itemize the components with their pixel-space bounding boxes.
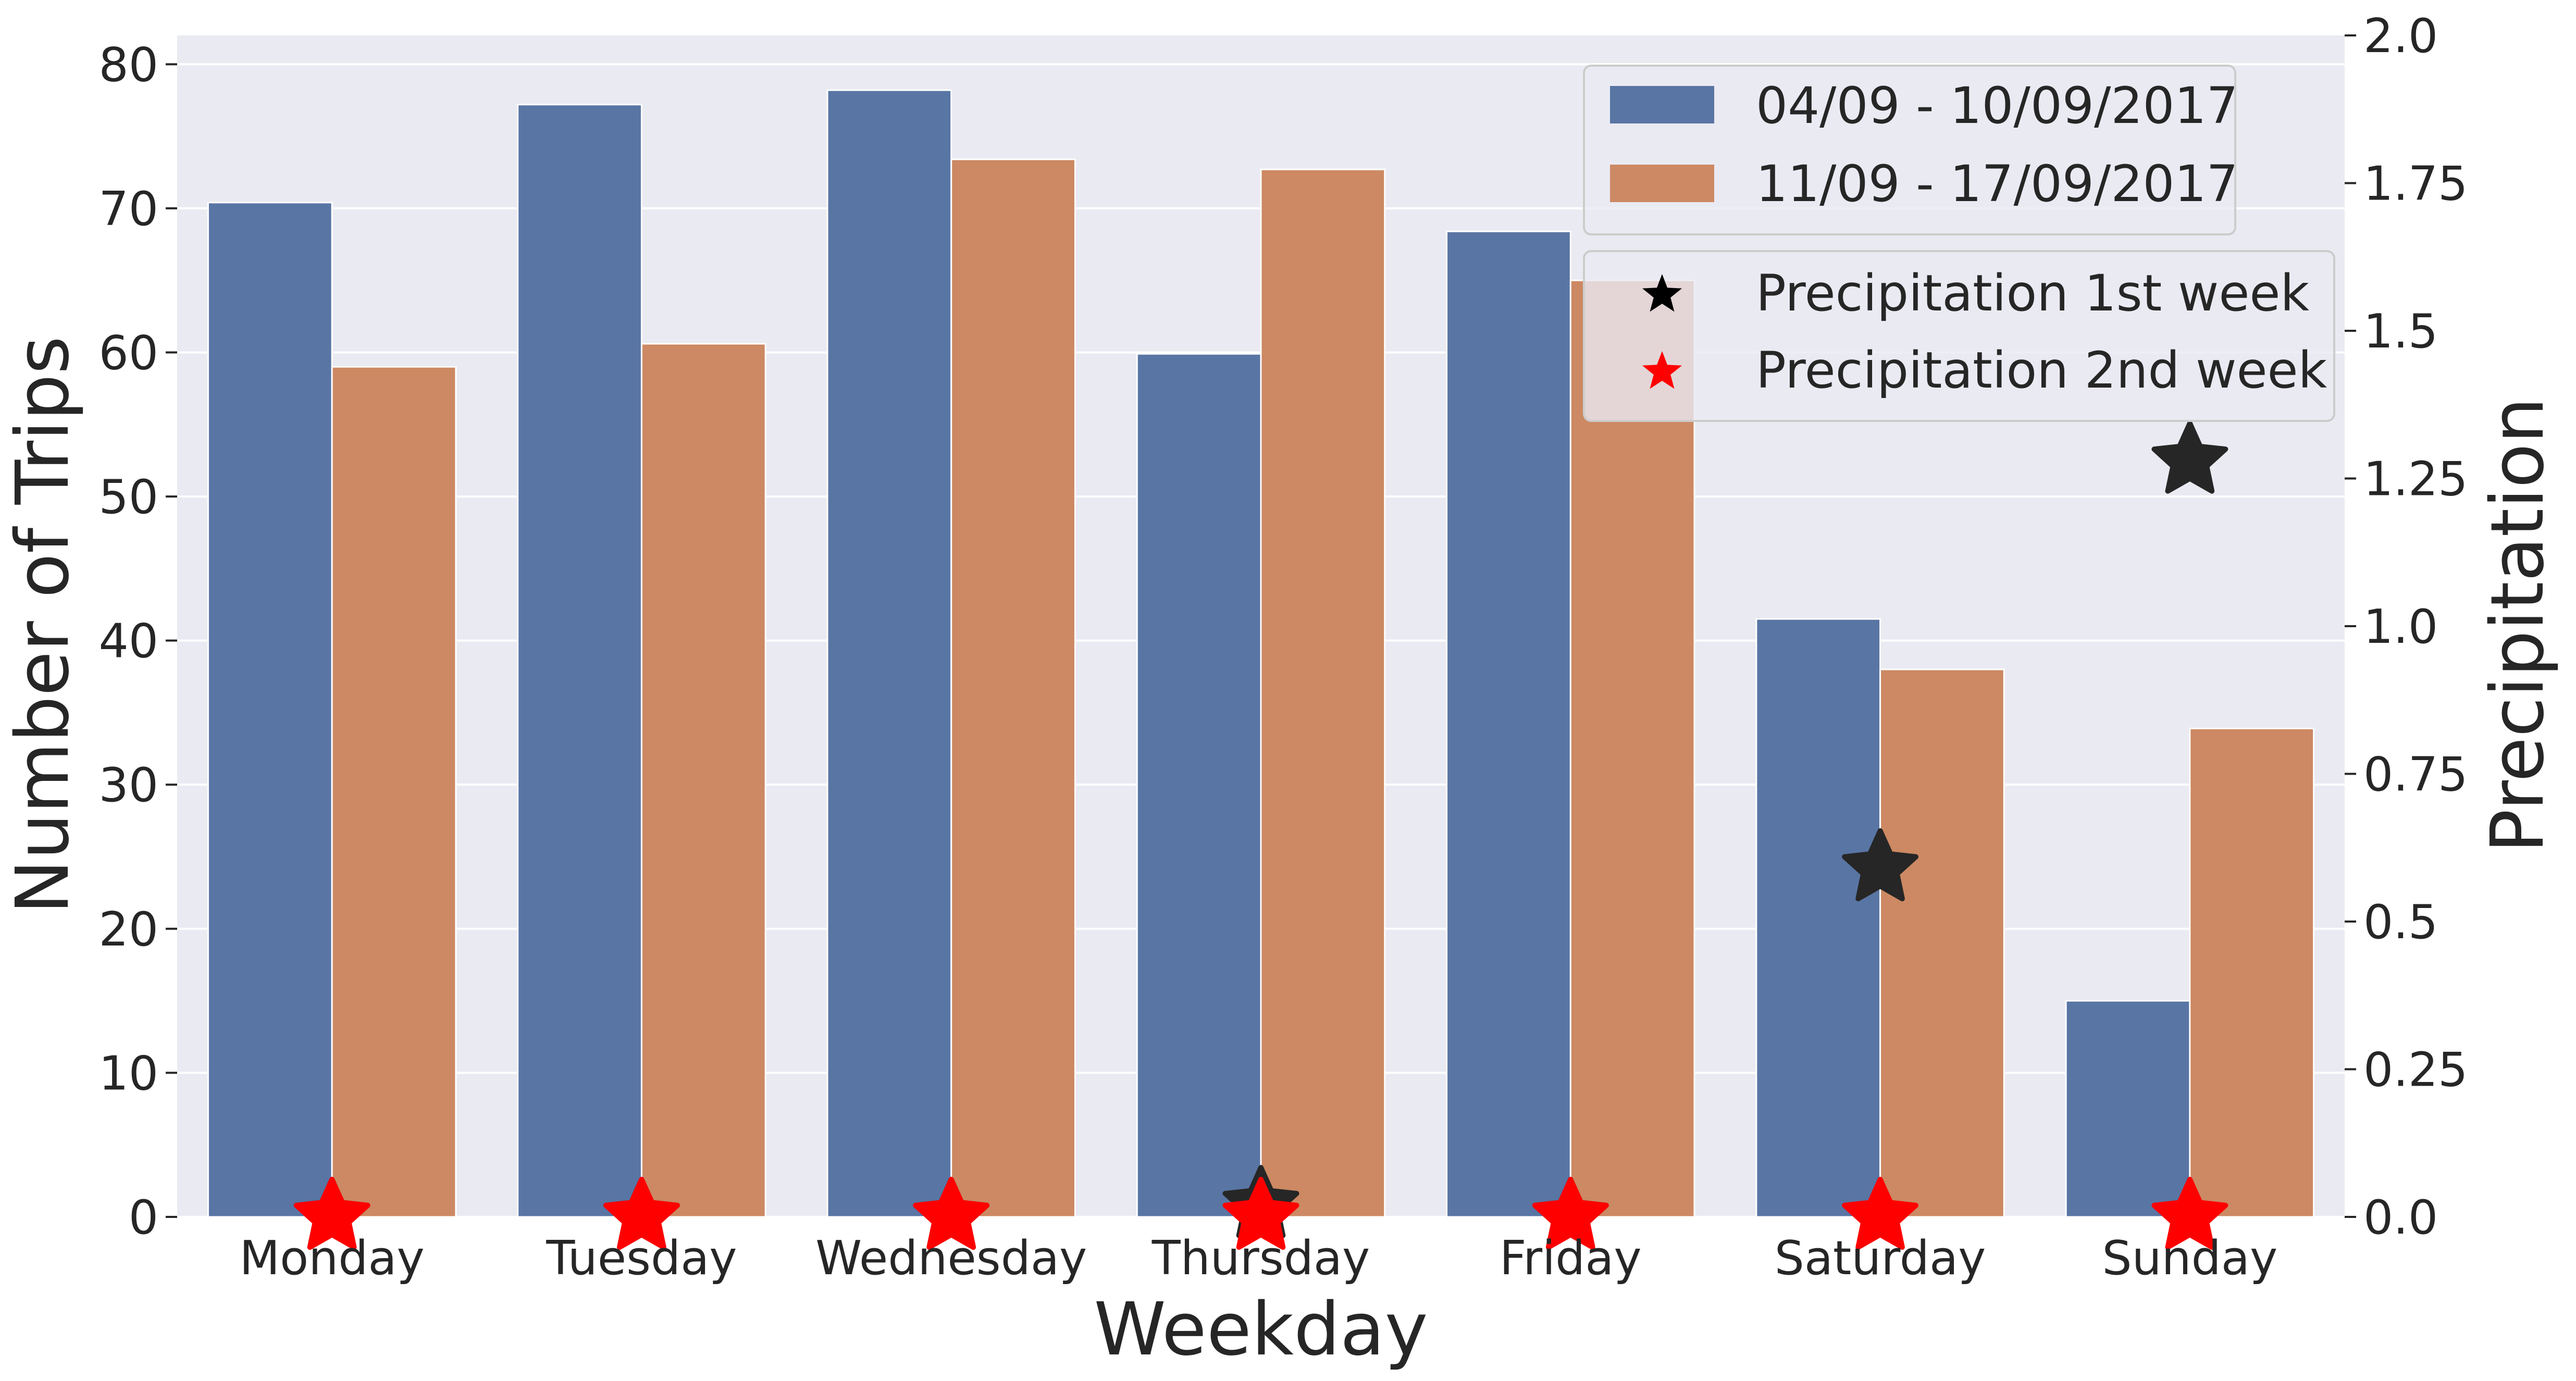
x-tick-label: Sunday [2102,1231,2277,1286]
y-tick-label: 30 [98,758,158,813]
y2-tick-label: 1.0 [2363,600,2438,654]
x-tick-label: Tuesday [546,1231,737,1286]
y-axis-title: Number of Trips [1,336,85,914]
legend-star-icon-week1 [1642,274,1682,312]
legend-star-icon-week2 [1642,351,1682,389]
precip-star-marker [1842,828,1918,902]
bar [1755,618,1881,1218]
precip-star-marker [1842,1177,1918,1250]
bar [1446,230,1571,1218]
bar [517,104,642,1218]
legend-label-week1: 04/09 - 10/09/2017 [1756,77,2238,135]
x-axis: Monday Tuesday Wednesday Thursday Friday Satu… [239,1231,2277,1286]
y-tick-label: 40 [98,614,158,669]
bar [207,202,333,1218]
legend-label-week2: 11/09 - 17/09/2017 [1756,155,2238,213]
bar [1136,353,1262,1218]
y2-tick-label: 1.25 [2363,452,2468,507]
legend-label-precip1: Precipitation 1st week [1756,264,2309,322]
x-tick-label: Saturday [1775,1231,1986,1286]
x-tick-label: Thursday [1151,1231,1370,1286]
bars [207,89,2315,1218]
y2-axis-title: Precipitation [2475,397,2560,853]
x-tick-label: Friday [1500,1231,1642,1286]
bar [826,89,952,1218]
precip-star-marker [603,1177,680,1250]
y-tick-label: 60 [98,326,158,380]
left-y-axis: 0 10 20 30 40 50 60 70 80 [98,38,177,1245]
bar [1879,668,2005,1218]
y2-tick-label: 0.75 [2363,748,2468,802]
y2-tick-label: 2.0 [2363,9,2438,64]
bar [1260,168,1386,1218]
bar [331,366,457,1218]
legend-frame [1583,65,2236,235]
legend-swatch-week2 [1610,165,1714,202]
y-tick-label: 0 [129,1190,158,1245]
bar [2189,727,2315,1218]
y-tick-label: 70 [98,182,158,237]
legend-series: 04/09 - 10/09/2017 11/09 - 17/09/2017 [1583,65,2238,235]
precip-star-marker [913,1177,990,1250]
precip-star-marker [2151,1177,2228,1250]
legend-label-precip2: Precipitation 2nd week [1756,341,2327,400]
bar [950,158,1076,1218]
y-tick-label: 80 [98,38,158,92]
y2-tick-label: 1.5 [2363,304,2438,359]
bar [1569,279,1695,1218]
x-axis-title: Weekday [1094,1287,1428,1372]
y2-tick-label: 0.5 [2363,895,2438,950]
bar [640,343,766,1218]
precip-star-marker [1532,1177,1609,1250]
precipitation-markers [293,420,2228,1250]
legend-frame [1583,250,2335,422]
y-tick-label: 20 [98,902,158,957]
y-tick-label: 50 [98,470,158,525]
precip-star-marker [2151,420,2228,494]
y-tick-label: 10 [98,1046,158,1101]
right-y-axis: 0.0 0.25 0.5 0.75 1.0 1.25 1.5 1.75 2.0 [2345,9,2468,1245]
y2-tick-label: 1.75 [2363,157,2468,211]
y2-tick-label: 0.0 [2363,1190,2438,1245]
legend-swatch-week1 [1610,86,1714,123]
precip-star-marker [1222,1177,1299,1250]
x-tick-label: Monday [239,1231,424,1286]
y2-tick-label: 0.25 [2363,1043,2468,1098]
precip-star-marker [293,1177,370,1250]
bar [2065,1000,2191,1218]
x-tick-label: Wednesday [815,1231,1087,1286]
legend-precipitation: Precipitation 1st week Precipitation 2nd… [1583,250,2335,422]
